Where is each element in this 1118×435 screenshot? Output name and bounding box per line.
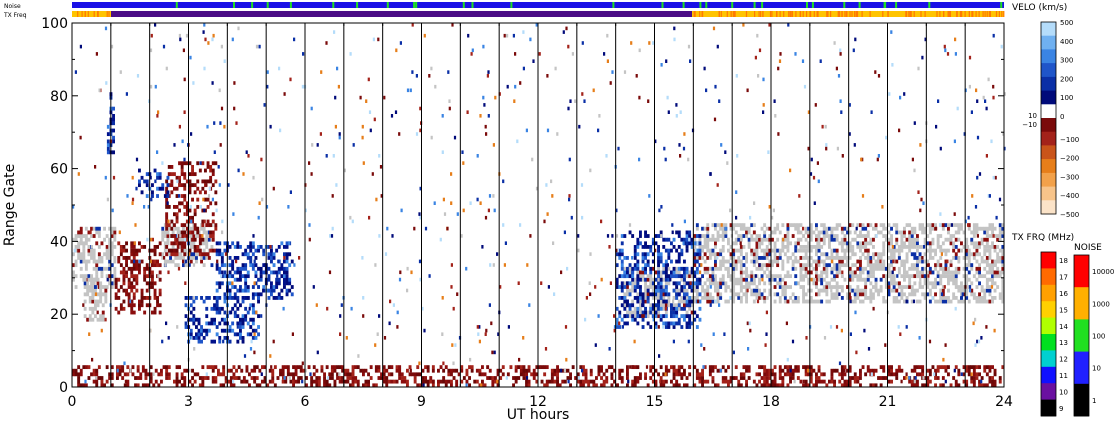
velocity-colorbar-tick: −300 [1060,173,1079,181]
echo-region-away [165,161,218,257]
noise-colorbar-swatch [1074,255,1089,288]
echo-region-away [72,365,1005,388]
noise-strip [72,2,1004,8]
velocity-colorbar-tick: 300 [1060,57,1073,65]
y-axis-label: Range Gate [2,164,18,246]
txfreq-colorbar-swatch [1041,383,1056,400]
txfreq-colorbar-tick: 14 [1059,323,1068,331]
txfreq-colorbar-title: TX FRQ (MHz) [1011,233,1074,243]
echo-region-toward [184,296,260,344]
noise-colorbar-swatch [1074,287,1089,320]
velocity-colorbar-swatch [1041,104,1056,119]
noise-colorbar-swatch [1074,319,1089,352]
x-axis: 0 3 6 9 12 15 18 21 24 [68,23,1013,410]
echo-layer [72,23,1006,388]
txfreq-strip-label: TX Freq [3,12,27,19]
echo-region-toward [138,168,170,198]
velocity-colorbar-swatch [1041,76,1056,92]
noise-colorbar-title: NOISE [1074,243,1102,253]
velocity-colorbar-swatch [1041,90,1056,105]
txfreq-colorbar-swatch [1041,301,1056,318]
echo-region-ground_scatter [83,277,108,322]
x-tick-label: 9 [417,394,426,410]
velocity-colorbar-swatch [1041,118,1056,133]
x-tick-label: 0 [68,394,77,410]
noise-colorbar: 10000 1000 100 10 1 [1073,254,1114,417]
velocity-colorbar-tick: −100 [1060,136,1079,144]
y-tick-label: 20 [50,307,68,323]
y-axis: 0 20 40 60 80 100 [41,16,1004,396]
echo-region-toward [615,230,702,329]
velocity-colorbar-swatch [1041,49,1056,64]
velocity-colorbar-swatch [1041,186,1056,201]
hour-grid [110,23,966,387]
velocity-colorbar-tick: −400 [1060,192,1079,200]
velocity-colorbar: 500 400 300 200 100 0 −100 −200 −300 −400 −500 [1040,19,1079,219]
noise-colorbar-swatch [1074,351,1089,385]
velocity-colorbar-tick: 0 [1060,113,1064,121]
echo-speckles [72,23,1006,387]
noise-colorbar-swatch [1074,383,1089,417]
velocity-colorbar-swatch [1041,145,1056,160]
x-tick-label: 6 [301,394,310,410]
txfreq-colorbar-swatch [1041,252,1056,269]
txfreq-strip [72,11,1005,17]
noise-strip-label: Noise [4,3,21,10]
noise-colorbar-tick: 1000 [1092,300,1110,308]
y-tick-label: 40 [50,234,68,250]
noise-colorbar-tick: 10000 [1092,268,1114,276]
txfreq-colorbar: 18 17 16 15 14 13 12 11 10 9 [1040,251,1068,417]
txfreq-colorbar-swatch [1041,334,1056,351]
txfreq-colorbar-tick: 9 [1059,405,1063,413]
y-tick-label: 100 [41,16,68,32]
txfreq-colorbar-tick: 17 [1059,274,1068,282]
x-tick-label: 12 [529,394,547,410]
txfreq-colorbar-tick: 13 [1059,339,1068,347]
velocity-colorbar-tick: 100 [1060,94,1073,102]
y-tick-label: 60 [50,162,68,178]
x-tick-label: 21 [879,394,897,410]
velocity-colorbar-swatch [1041,22,1056,37]
txfreq-colorbar-tick: 15 [1059,306,1068,314]
txfreq-colorbar-swatch [1041,350,1056,368]
velocity-colorbar-swatch [1041,63,1056,78]
y-tick-label: 80 [50,89,68,105]
txfreq-colorbar-tick: 18 [1059,257,1068,265]
velocity-zero-label-plus: 10 [1028,112,1037,120]
noise-colorbar-tick: 100 [1092,333,1105,341]
velocity-colorbar-swatch [1041,35,1056,50]
txfreq-colorbar-swatch [1041,268,1056,286]
y-tick-label: 0 [59,380,68,396]
velocity-colorbar-swatch [1041,172,1056,188]
velocity-colorbar-tick: 400 [1060,38,1073,46]
x-axis-label: UT hours [507,407,570,423]
noise-colorbar-tick: 10 [1092,365,1101,373]
velocity-colorbar-swatch [1041,131,1056,146]
txfreq-colorbar-tick: 16 [1059,290,1068,298]
velocity-colorbar-tick: 200 [1060,75,1073,83]
txfreq-colorbar-tick: 10 [1059,388,1068,396]
txfreq-colorbar-swatch [1041,399,1056,417]
velocity-zero-label-minus: −10 [1022,121,1037,129]
txfreq-colorbar-swatch [1041,317,1056,335]
velocity-colorbar-tick: −200 [1060,155,1079,163]
txfreq-colorbar-tick: 11 [1059,372,1068,380]
velocity-colorbar-swatch [1041,159,1056,174]
noise-colorbar-tick: 1 [1092,397,1096,405]
velocity-colorbar-tick: 500 [1060,19,1073,27]
velocity-colorbar-title: VELO (km/s) [1012,3,1067,13]
velocity-colorbar-swatch [1041,200,1056,215]
txfreq-colorbar-swatch [1041,366,1056,384]
x-tick-label: 3 [184,394,193,410]
x-tick-label: 24 [995,394,1013,410]
velocity-colorbar-tick: −500 [1060,211,1079,219]
echo-region-ground_scatter [623,266,694,319]
txfreq-colorbar-tick: 12 [1059,356,1068,364]
x-tick-label: 15 [646,394,664,410]
txfreq-colorbar-swatch [1041,284,1056,302]
x-tick-label: 18 [762,394,780,410]
